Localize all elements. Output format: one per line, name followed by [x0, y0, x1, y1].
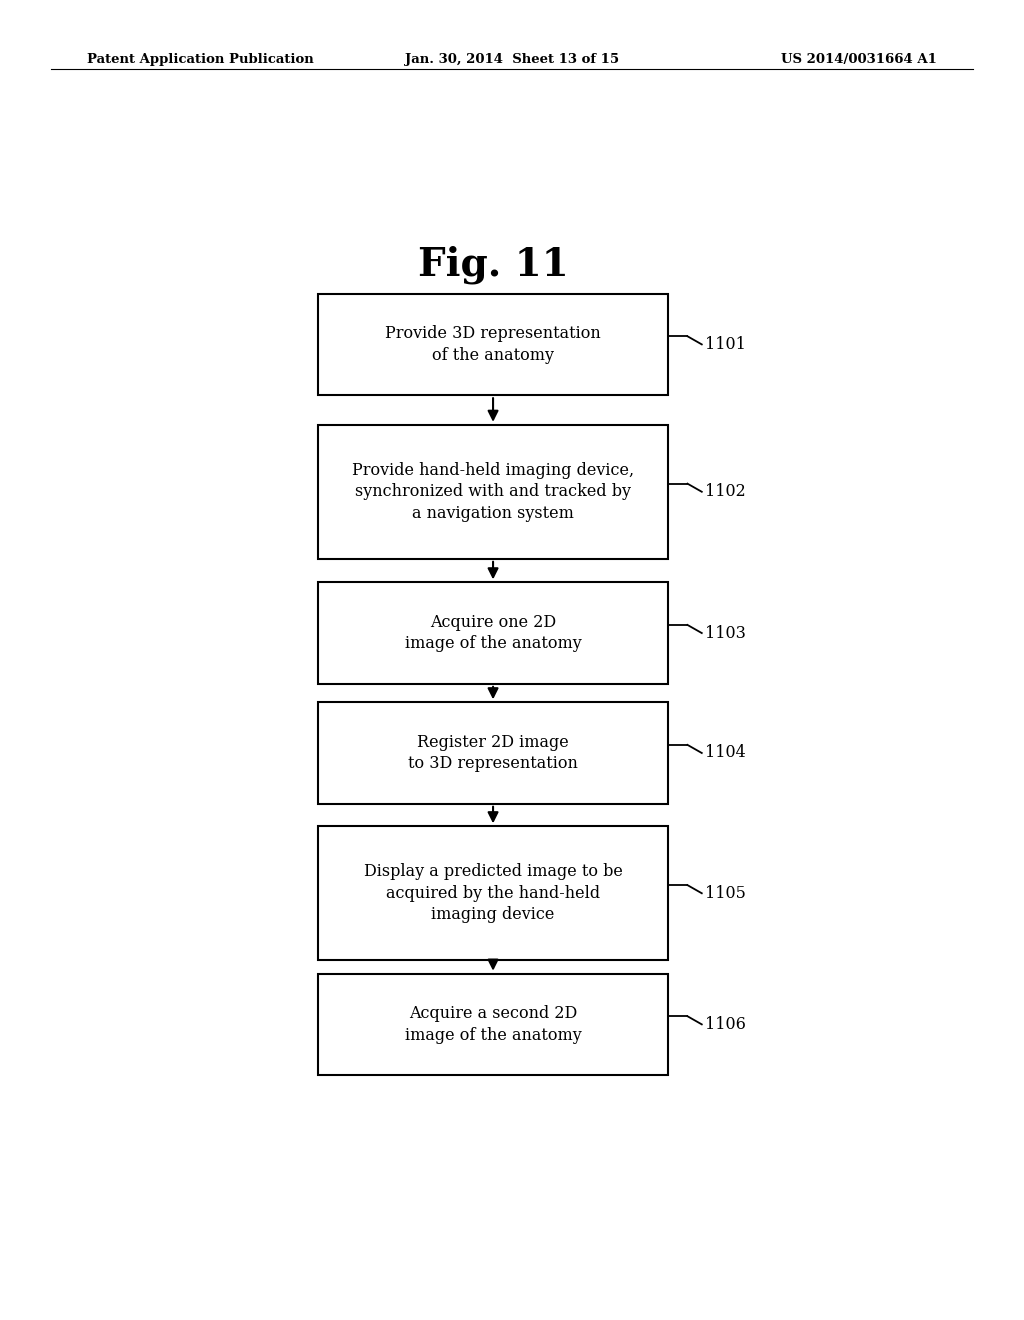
Text: Register 2D image
to 3D representation: Register 2D image to 3D representation [409, 734, 578, 772]
Text: Acquire one 2D
image of the anatomy: Acquire one 2D image of the anatomy [404, 614, 582, 652]
Bar [318, 974, 668, 1076]
Text: 1103: 1103 [705, 624, 745, 642]
Bar [318, 702, 668, 804]
Text: 1104: 1104 [705, 744, 745, 762]
Text: US 2014/0031664 A1: US 2014/0031664 A1 [781, 53, 937, 66]
Text: Jan. 30, 2014  Sheet 13 of 15: Jan. 30, 2014 Sheet 13 of 15 [404, 53, 620, 66]
Text: Provide 3D representation
of the anatomy: Provide 3D representation of the anatomy [385, 325, 601, 364]
Text: Acquire a second 2D
image of the anatomy: Acquire a second 2D image of the anatomy [404, 1005, 582, 1044]
Text: Fig. 11: Fig. 11 [418, 246, 568, 284]
Text: 1105: 1105 [705, 884, 745, 902]
Bar [318, 293, 668, 395]
Text: Patent Application Publication: Patent Application Publication [87, 53, 313, 66]
Text: Provide hand-held imaging device,
synchronized with and tracked by
a navigation : Provide hand-held imaging device, synchr… [352, 462, 634, 521]
Text: 1106: 1106 [705, 1016, 745, 1032]
Bar [318, 582, 668, 684]
Text: 1102: 1102 [705, 483, 745, 500]
Text: 1101: 1101 [705, 335, 745, 352]
Bar [318, 425, 668, 558]
Bar [318, 826, 668, 961]
Text: Display a predicted image to be
acquired by the hand-held
imaging device: Display a predicted image to be acquired… [364, 863, 623, 923]
